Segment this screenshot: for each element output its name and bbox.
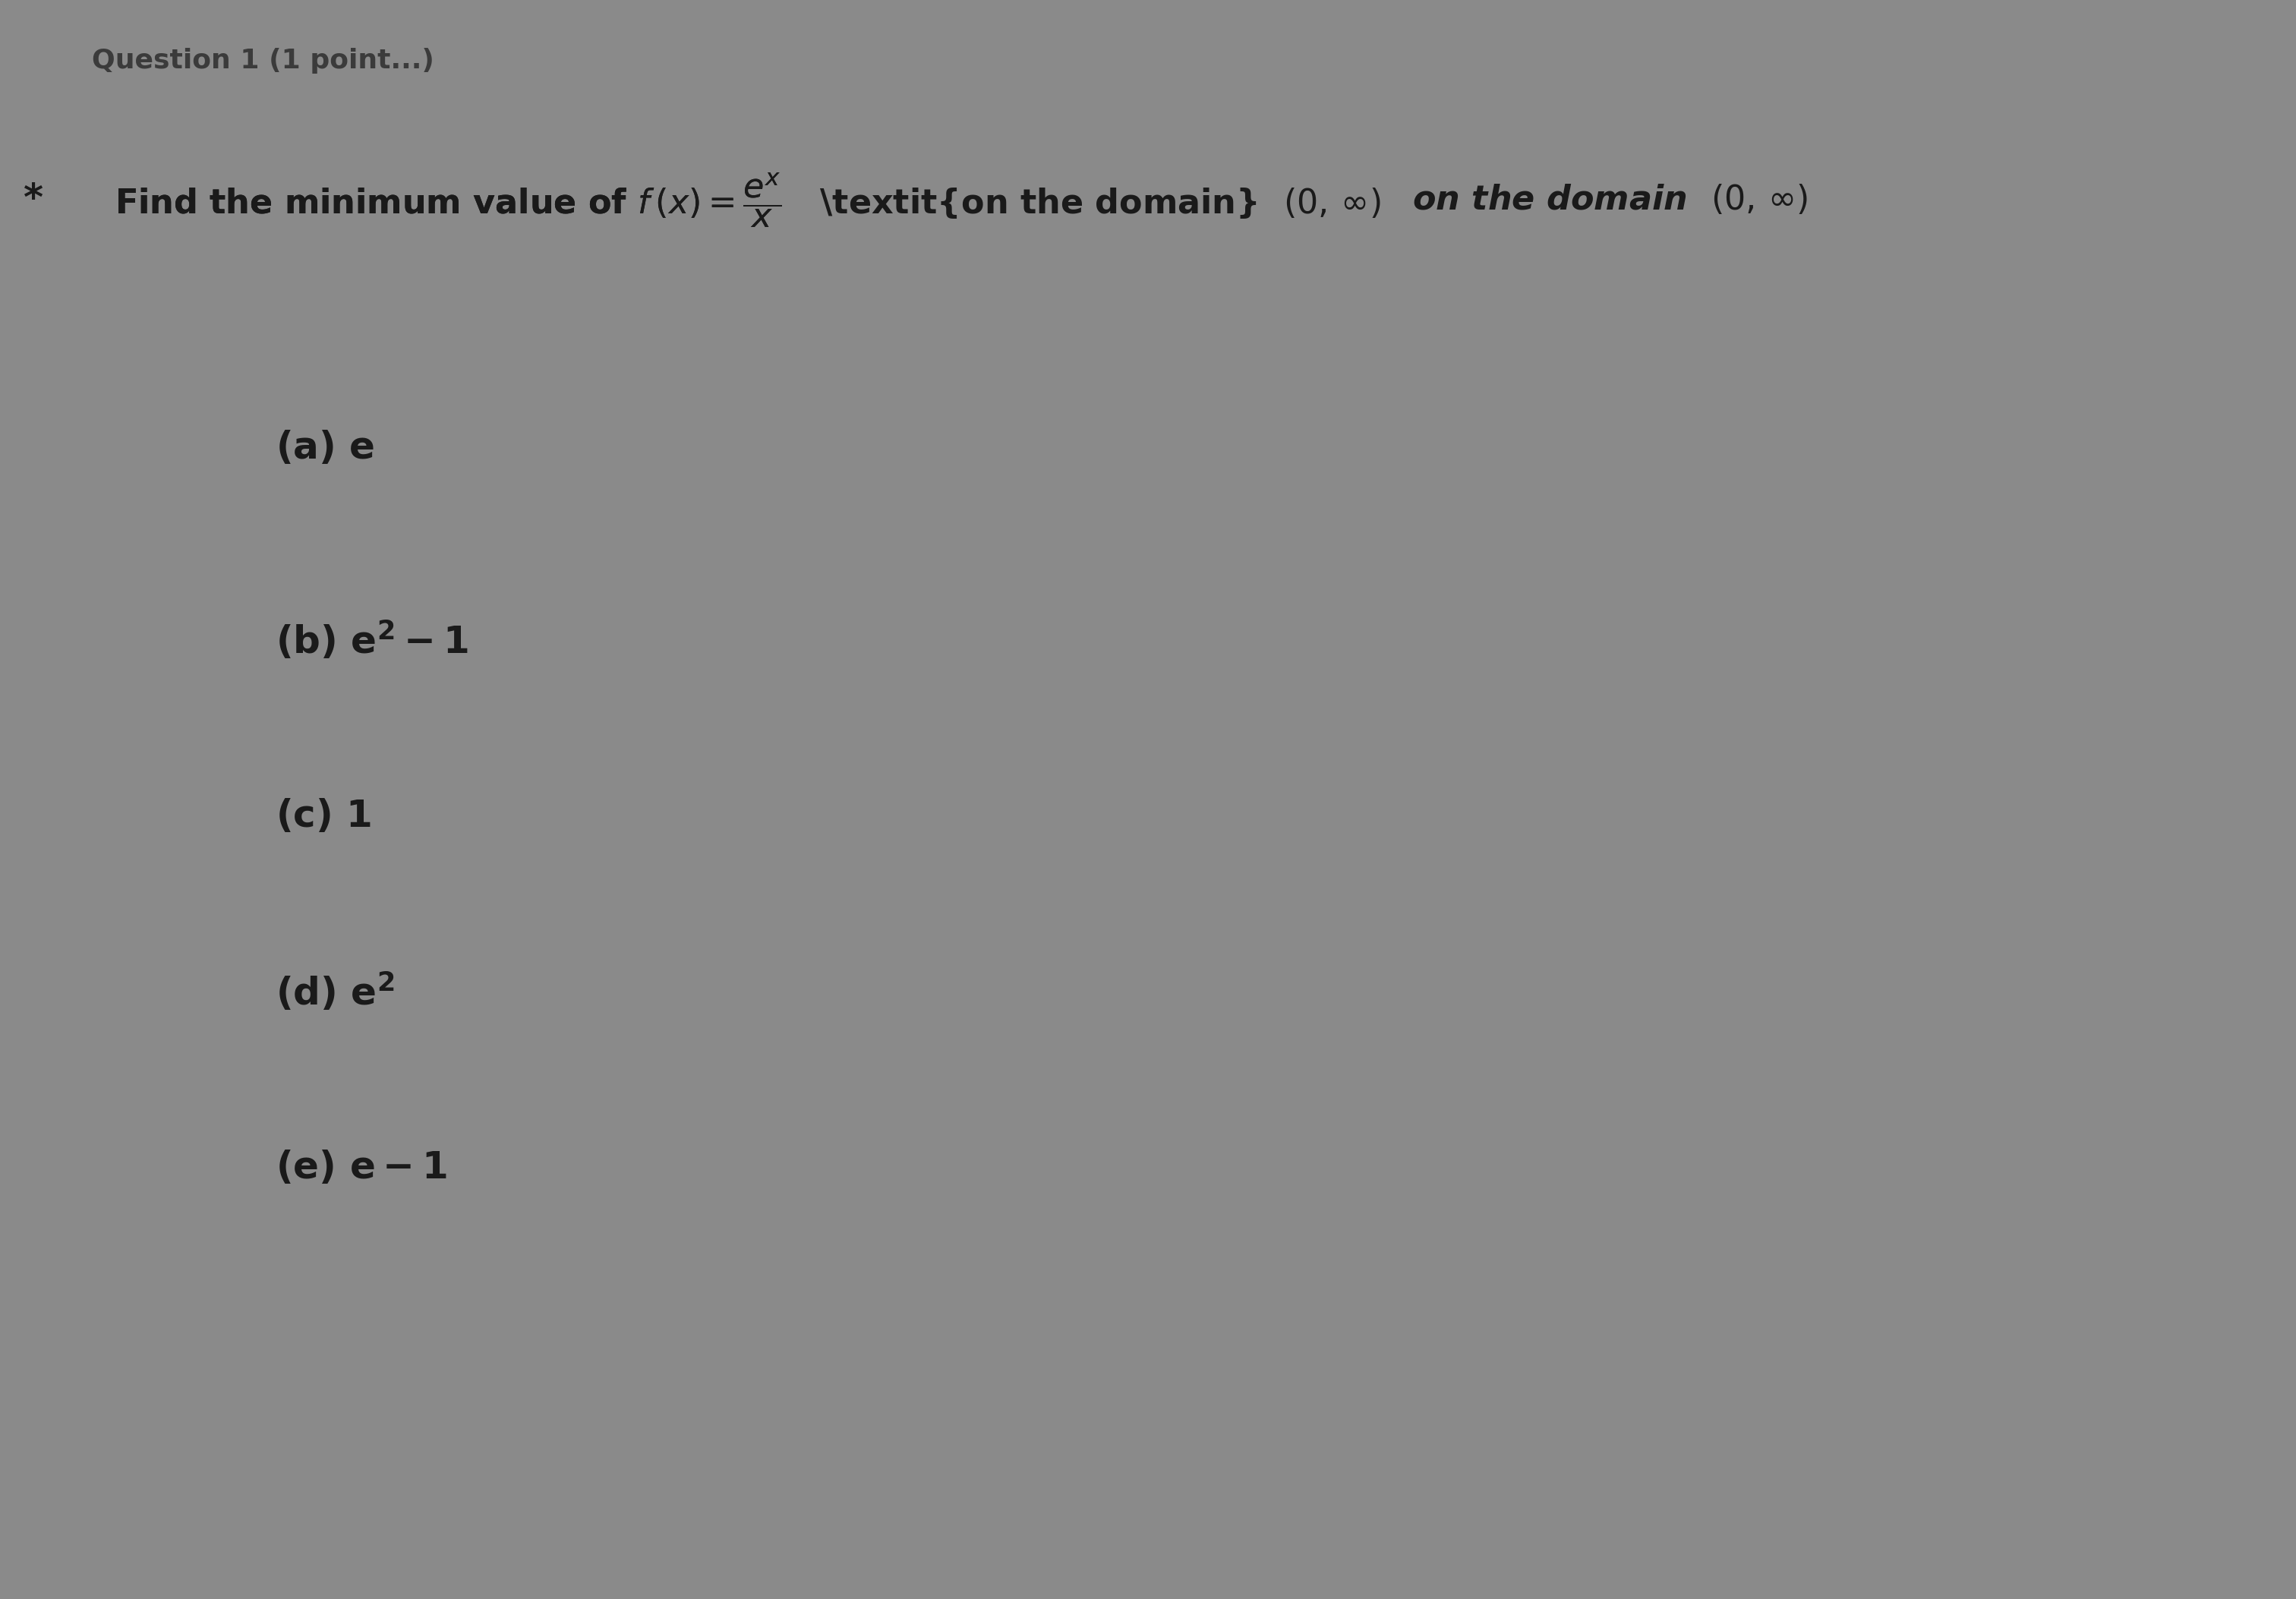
- Text: Find the minimum value of $f\,(x) = \dfrac{e^x}{x}$: Find the minimum value of $f\,(x) = \dfr…: [115, 171, 783, 229]
- Text: Question 1 (1 point...): Question 1 (1 point...): [92, 48, 434, 74]
- Text: *: *: [23, 182, 44, 217]
- Text: $\mathbf{(c)}$ $\mathbf{1}$: $\mathbf{(c)}$ $\mathbf{1}$: [276, 796, 372, 835]
- Text: Find the minimum value of $f\,(x) = \dfrac{e^x}{x}$   \textit{on the domain}  $(: Find the minimum value of $f\,(x) = \dfr…: [115, 171, 1380, 229]
- Text: on the domain  $(0,\, \infty)$: on the domain $(0,\, \infty)$: [1412, 184, 1807, 216]
- Text: $\mathbf{(d)}$ $\mathbf{e^2}$: $\mathbf{(d)}$ $\mathbf{e^2}$: [276, 971, 395, 1012]
- Text: $\mathbf{(e)}$ $\mathbf{e-1}$: $\mathbf{(e)}$ $\mathbf{e-1}$: [276, 1148, 448, 1186]
- Text: $\mathbf{(b)}$ $\mathbf{e^2 - 1}$: $\mathbf{(b)}$ $\mathbf{e^2 - 1}$: [276, 619, 468, 660]
- Text: $\mathbf{(a)}$ $\mathbf{e}$: $\mathbf{(a)}$ $\mathbf{e}$: [276, 429, 374, 467]
